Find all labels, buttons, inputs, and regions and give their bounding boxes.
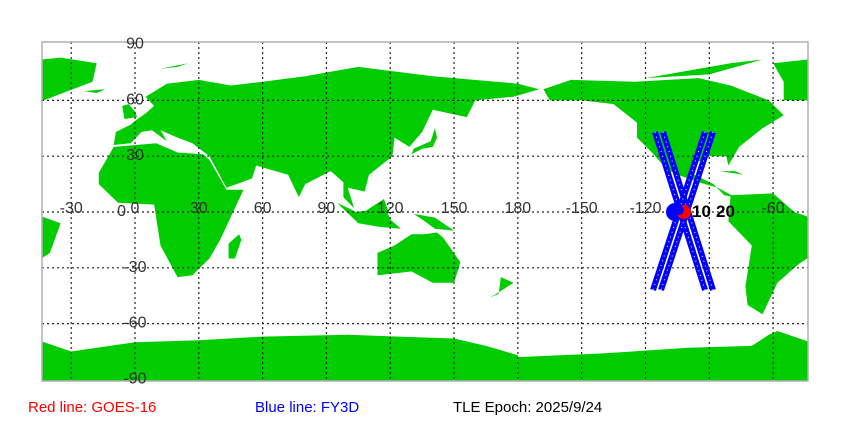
- longitude-label: 60: [254, 200, 272, 217]
- legend-red-line: Red line: GOES-16: [28, 399, 157, 416]
- latitude-label: 60: [126, 91, 144, 108]
- longitude-label: 30: [190, 200, 208, 217]
- legend-tle-epoch: TLE Epoch: 2025/9/24: [453, 399, 603, 416]
- latitude-label: -30: [123, 259, 146, 276]
- land-uk: [122, 104, 138, 119]
- land-australia: [377, 232, 461, 283]
- latitude-label: -90: [123, 370, 146, 387]
- land-iceland: [84, 89, 106, 93]
- latitude-label: 0: [117, 203, 126, 220]
- longitude-label: 0: [131, 200, 140, 217]
- land-antarctica: [517, 331, 808, 381]
- satellite-tracks: 10 20: [650, 131, 735, 291]
- legend-blue-line: Blue line: FY3D: [255, 399, 360, 416]
- land-arctic_is: [645, 59, 763, 79]
- track-time-label: 10: [692, 202, 711, 221]
- longitude-label: -30: [60, 200, 83, 217]
- land-greenland: [773, 59, 808, 101]
- longitude-label: -120: [629, 200, 661, 217]
- map-frame: [41, 41, 809, 382]
- graticule: [42, 42, 808, 381]
- latitude-label: 30: [126, 147, 144, 164]
- longitude-label: 180: [505, 200, 532, 217]
- longitude-label: -60: [762, 200, 785, 217]
- land-samerica: [728, 193, 808, 315]
- longitude-label: 150: [441, 200, 468, 217]
- land-madagascar: [228, 234, 242, 259]
- latitude-label: 90: [126, 36, 144, 53]
- land-samerica: [42, 216, 61, 259]
- marker-overlap: [674, 205, 684, 215]
- land-greenland: [42, 57, 97, 101]
- land-borneo: [366, 199, 389, 218]
- land-antarctica: [42, 334, 518, 381]
- longitude-label: -150: [566, 200, 598, 217]
- land-cuba: [719, 171, 744, 175]
- land-africa: [98, 143, 244, 278]
- longitude-label: 90: [318, 200, 336, 217]
- latitude-label: -60: [123, 315, 146, 332]
- longitude-label: 120: [377, 200, 404, 217]
- land-nz: [490, 277, 514, 298]
- land-japan: [411, 128, 437, 155]
- land-svalbard: [160, 63, 189, 69]
- land-namerica: [0, 78, 18, 197]
- land-png: [413, 213, 454, 231]
- track-time-label: 20: [716, 202, 735, 221]
